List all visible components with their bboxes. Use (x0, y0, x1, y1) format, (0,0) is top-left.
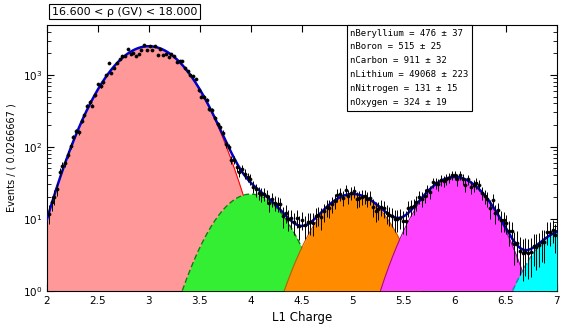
Text: 16.600 < ρ (GV) < 18.000: 16.600 < ρ (GV) < 18.000 (52, 7, 197, 17)
Y-axis label: Events / ( 0.0266667 ): Events / ( 0.0266667 ) (7, 103, 17, 212)
X-axis label: L1 Charge: L1 Charge (272, 311, 332, 324)
Text: nBeryllium = 476 ± 37
nBoron = 515 ± 25
nCarbon = 911 ± 32
nLithium = 49068 ± 22: nBeryllium = 476 ± 37 nBoron = 515 ± 25 … (350, 28, 468, 107)
